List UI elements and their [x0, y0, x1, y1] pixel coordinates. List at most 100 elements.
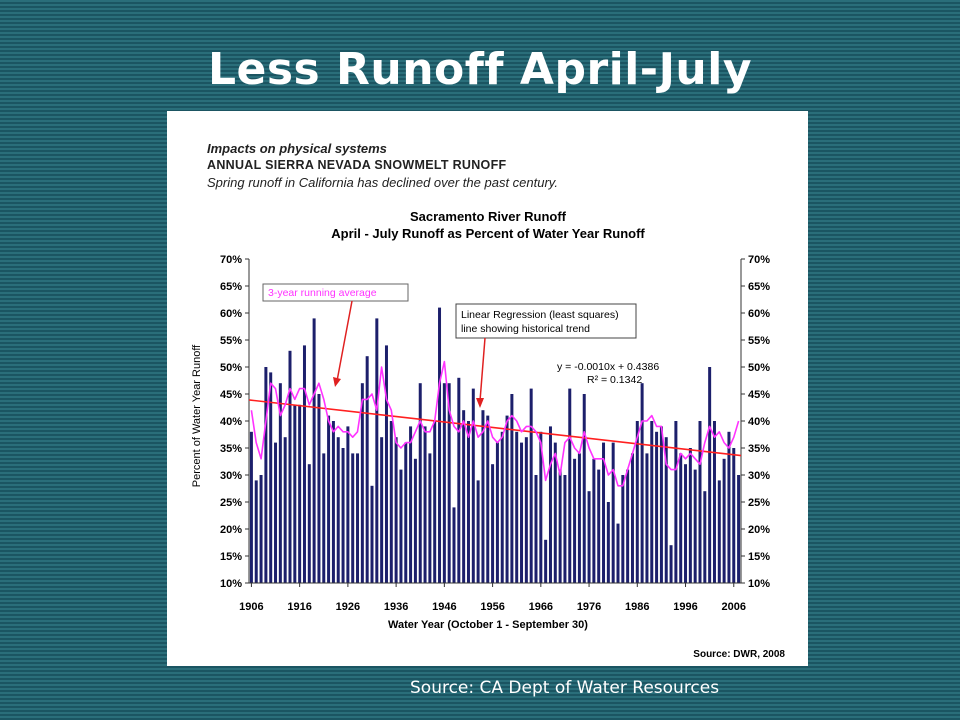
bar — [520, 442, 524, 583]
source-caption: Source: CA Dept of Water Resources — [410, 678, 720, 698]
x-tick-label: 1996 — [673, 601, 697, 613]
bar — [298, 404, 302, 583]
y-tick-label-right: 35% — [748, 443, 770, 455]
bar — [635, 421, 639, 583]
x-tick-label: 1986 — [625, 601, 649, 613]
bar — [283, 437, 287, 583]
bar — [254, 480, 258, 583]
trend-line — [248, 399, 742, 457]
bar — [380, 437, 384, 583]
bar — [659, 426, 663, 583]
y-tick-label-left: 15% — [220, 551, 242, 563]
bars-layer — [249, 307, 741, 583]
bar — [452, 507, 456, 583]
bar — [553, 442, 557, 583]
y-tick-label-left: 65% — [220, 281, 242, 293]
bar — [293, 404, 297, 583]
y-tick-label-right: 30% — [748, 470, 770, 482]
bar — [409, 426, 413, 583]
bar — [351, 453, 355, 583]
bar — [626, 469, 630, 583]
bar — [616, 523, 620, 583]
panel-header-line2: ANNUAL SIERRA NEVADA SNOWMELT RUNOFF — [207, 158, 507, 172]
bar — [529, 388, 533, 583]
bar — [568, 388, 572, 583]
x-tick-label: 1966 — [529, 601, 553, 613]
running-average-callout-box — [262, 283, 409, 302]
panel-header-line1: Impacts on physical systems — [207, 141, 387, 156]
x-tick-label: 1916 — [287, 601, 311, 613]
bar — [621, 475, 625, 583]
bar — [442, 383, 446, 583]
bar — [288, 350, 292, 583]
regression-callout-line2: line showing historical trend — [461, 323, 590, 335]
bar — [447, 383, 451, 583]
bar — [418, 383, 422, 583]
bar — [650, 421, 654, 583]
bar — [708, 367, 712, 583]
bar — [346, 426, 350, 583]
y-tick-label-left: 30% — [220, 470, 242, 482]
x-tick-label: 1906 — [239, 601, 263, 613]
bar — [360, 383, 364, 583]
regression-arrow — [479, 337, 486, 402]
bar — [462, 410, 466, 583]
slide-title: Less Runoff April-July — [207, 44, 753, 95]
bar — [356, 453, 360, 583]
x-tick-label: 1976 — [577, 601, 601, 613]
chart-subtitle: April - July Runoff as Percent of Water … — [331, 226, 645, 241]
y-tick-label-right: 65% — [748, 281, 770, 293]
y-tick-label-right: 40% — [748, 416, 770, 428]
bar — [399, 469, 403, 583]
bar — [669, 545, 673, 583]
bar — [278, 383, 282, 583]
bar — [249, 431, 253, 583]
bar — [413, 458, 417, 583]
bar — [640, 383, 644, 583]
bar — [587, 491, 591, 583]
bar — [539, 431, 543, 583]
bar — [307, 464, 311, 583]
bar — [674, 421, 678, 583]
bar — [264, 367, 268, 583]
y-tick-label-left: 20% — [220, 524, 242, 536]
lines-layer — [248, 360, 742, 487]
bar — [558, 469, 562, 583]
bar — [592, 458, 596, 583]
bar — [423, 426, 427, 583]
bar — [693, 469, 697, 583]
bar — [322, 453, 326, 583]
bar — [577, 453, 581, 583]
regression-r-squared: R² = 0.1342 — [587, 374, 642, 386]
bar — [428, 453, 432, 583]
bar — [510, 394, 514, 583]
bar — [703, 491, 707, 583]
y-tick-label-right: 60% — [748, 308, 770, 320]
bar — [317, 394, 321, 583]
bar — [606, 502, 610, 583]
bar — [375, 318, 379, 583]
bar — [259, 475, 263, 583]
y-tick-label-right: 25% — [748, 497, 770, 509]
x-tick-label: 2006 — [722, 601, 746, 613]
bar — [495, 442, 499, 583]
bar — [602, 442, 606, 583]
bar — [712, 421, 716, 583]
bar — [737, 475, 741, 583]
bar — [573, 458, 577, 583]
bar — [679, 453, 683, 583]
bar — [370, 485, 374, 583]
y-tick-label-left: 10% — [220, 578, 242, 590]
y-tick-label-left: 55% — [220, 335, 242, 347]
chart-title: Sacramento River Runoff — [410, 209, 567, 224]
bar — [722, 458, 726, 583]
y-tick-label-left: 50% — [220, 362, 242, 374]
y-tick-label-left: 45% — [220, 389, 242, 401]
x-tick-label: 1946 — [432, 601, 456, 613]
y-tick-label-right: 20% — [748, 524, 770, 536]
bar — [732, 448, 736, 583]
bar — [312, 318, 316, 583]
bar — [471, 388, 475, 583]
bar — [505, 415, 509, 583]
bar — [611, 442, 615, 583]
